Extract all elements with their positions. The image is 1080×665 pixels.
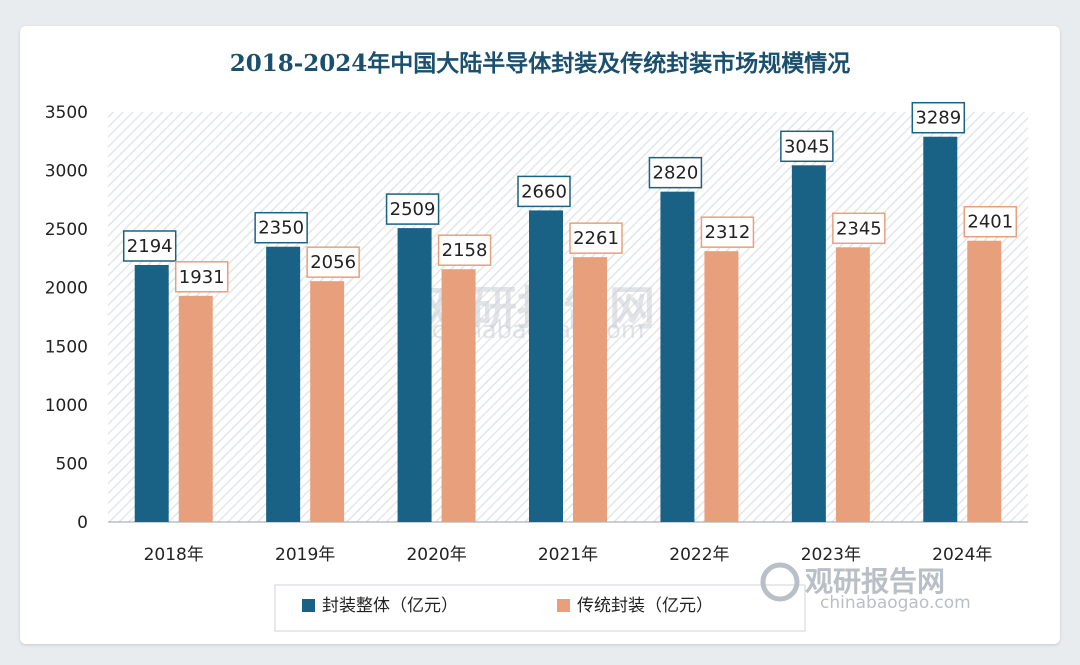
watermark-corner: 观研报告网 chinabaogao.com (760, 562, 971, 613)
y-tick-label: 2000 (45, 279, 88, 299)
data-label-traditional: 2345 (836, 218, 882, 239)
x-tick-label: 2018年 (144, 545, 204, 565)
x-tick-label: 2020年 (406, 545, 466, 565)
data-label-traditional: 2158 (442, 240, 488, 261)
chart-card: 2018-2024年中国大陆半导体封装及传统封装市场规模情况 0 500 1000 1… (20, 26, 1060, 644)
data-label-traditional: 2312 (705, 222, 751, 243)
x-tick-label: 2023年 (801, 545, 861, 565)
legend-box (274, 584, 806, 632)
data-label-box-traditional (700, 216, 755, 248)
x-tick-label: 2022年 (669, 545, 729, 565)
data-label-box-overall (122, 230, 177, 262)
data-label-box-traditional (569, 222, 623, 254)
bar-overall (923, 136, 958, 522)
y-tick-label: 3000 (45, 162, 88, 182)
bar-overall (134, 264, 169, 522)
bar-overall (266, 246, 301, 522)
y-tick-label: 2500 (45, 220, 88, 240)
legend: 封装整体（亿元） 传统封装（亿元） (274, 584, 806, 632)
bar-overall (397, 228, 432, 523)
data-label-box-traditional (306, 246, 360, 278)
data-label-box-overall (780, 130, 834, 163)
y-tick-label: 1000 (45, 396, 88, 416)
data-label-overall: 2194 (127, 236, 173, 257)
data-label-box-traditional (832, 212, 886, 245)
y-axis: 0 500 1000 1500 2000 2500 3000 3500 (45, 103, 88, 533)
bar-traditional (441, 269, 476, 522)
bar-traditional (573, 257, 607, 522)
x-tick-label: 2021年 (538, 545, 598, 565)
bar-overall (529, 210, 563, 522)
data-label-overall: 2660 (521, 181, 567, 202)
y-tick-label: 500 (56, 454, 88, 474)
y-tick-label: 0 (77, 513, 88, 533)
data-label-box-overall (385, 193, 440, 225)
data-label-box-traditional (437, 234, 492, 266)
bar-chart: 2018-2024年中国大陆半导体封装及传统封装市场规模情况 0 500 1000 1… (45, 50, 1028, 632)
y-tick-label: 3500 (45, 103, 88, 123)
data-label-traditional: 2056 (310, 252, 356, 273)
data-label-overall: 3289 (915, 108, 961, 129)
data-label-overall: 2820 (653, 163, 699, 184)
legend-label-overall: 封装整体（亿元） (322, 596, 458, 616)
x-tick-label: 2024年 (932, 545, 992, 565)
data-label-box-traditional (963, 205, 1018, 238)
data-label-box-overall (648, 156, 703, 189)
data-label-traditional: 2401 (967, 212, 1013, 233)
bar-overall (791, 165, 826, 523)
data-label-overall: 2509 (390, 199, 436, 220)
data-labels-group: 2194 1931 2350 2056 2509 2158 2660 2261 2820 2312… (122, 101, 1018, 293)
data-label-overall: 2350 (258, 218, 304, 239)
bars-group (134, 136, 1002, 523)
legend-swatch-traditional (557, 599, 570, 612)
x-axis: 2018年 2019年 2020年 2021年 2022年 2023年 2024年 (108, 521, 1028, 565)
data-label-traditional: 2261 (573, 228, 619, 249)
bar-traditional (178, 295, 213, 522)
x-tick-label: 2019年 (275, 545, 335, 565)
watermark-logo-icon (760, 562, 800, 602)
data-label-box-overall (517, 175, 571, 208)
legend-label-traditional: 传统封装（亿元） (577, 596, 713, 616)
watermark-corner-url: chinabaogao.com (820, 593, 971, 613)
data-label-overall: 3045 (784, 136, 830, 157)
data-label-box-overall (911, 101, 966, 134)
y-tick-label: 1500 (45, 337, 88, 357)
bar-traditional (835, 247, 870, 523)
bar-overall (660, 191, 695, 522)
data-label-traditional: 1931 (179, 267, 225, 288)
bar-traditional (704, 251, 739, 522)
legend-swatch-overall (302, 599, 315, 612)
data-label-box-overall (254, 211, 308, 244)
chart-title: 2018-2024年中国大陆半导体封装及传统封装市场规模情况 (230, 50, 851, 77)
bar-traditional (967, 240, 1002, 523)
data-label-box-traditional (174, 261, 229, 293)
bar-traditional (310, 281, 345, 522)
watermark-corner-text: 观研报告网 (805, 565, 945, 598)
